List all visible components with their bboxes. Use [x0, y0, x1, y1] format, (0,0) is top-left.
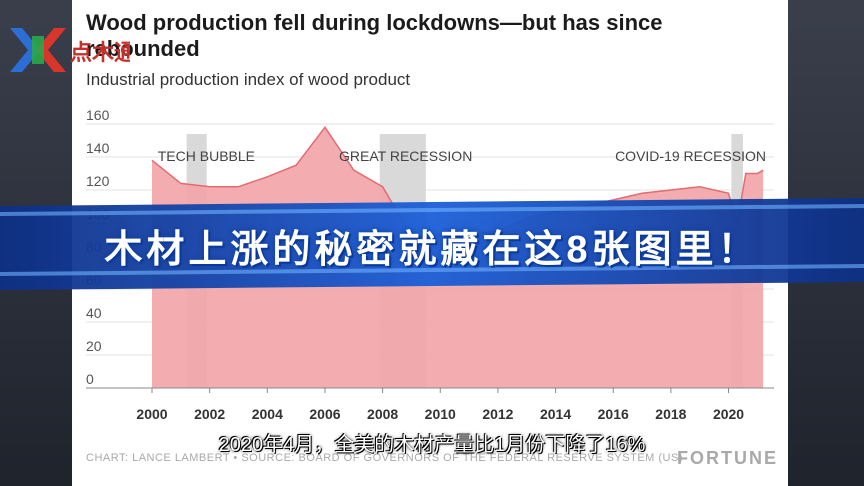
video-caption: 2020年4月，全美的木材产量比1月份下降了16% [218, 434, 646, 456]
x-tick-label: 2012 [482, 406, 513, 422]
x-tick-label: 2014 [540, 406, 571, 422]
x-tick-label: 2010 [425, 406, 456, 422]
x-tick-label: 2020 [713, 406, 744, 422]
chart-subtitle: Industrial production index of wood prod… [86, 70, 411, 89]
chart-source: CHART: LANCE LAMBERT • SOURCE: BOARD OF … [86, 452, 683, 464]
x-tick-label: 2008 [367, 406, 398, 422]
brand-logo: 点木通 [10, 28, 130, 72]
publisher-logo: FORTUNE [677, 448, 778, 468]
x-tick-label: 2000 [136, 406, 167, 422]
x-tick-label: 2016 [598, 406, 629, 422]
y-tick-label: 40 [86, 305, 102, 321]
logo-x-icon [10, 28, 66, 72]
y-tick-label: 120 [86, 173, 110, 189]
recession-label: COVID-19 RECESSION [615, 148, 766, 164]
logo-text: 点木通 [70, 40, 130, 65]
chart-title: Wood production fell during lockdowns—bu… [86, 10, 663, 61]
promo-banner [0, 198, 864, 290]
y-tick-label: 0 [86, 371, 94, 387]
y-tick-label: 160 [86, 107, 110, 123]
y-tick-label: 140 [86, 140, 110, 156]
x-tick-label: 2002 [194, 406, 225, 422]
y-tick-label: 20 [86, 338, 102, 354]
x-tick-label: 2006 [309, 406, 340, 422]
recession-label: GREAT RECESSION [339, 148, 472, 164]
recession-label: TECH BUBBLE [158, 148, 255, 164]
x-tick-label: 2018 [655, 406, 686, 422]
x-tick-label: 2004 [252, 406, 283, 422]
banner-text: 木材上涨的秘密就藏在这8张图里！ [104, 229, 760, 271]
